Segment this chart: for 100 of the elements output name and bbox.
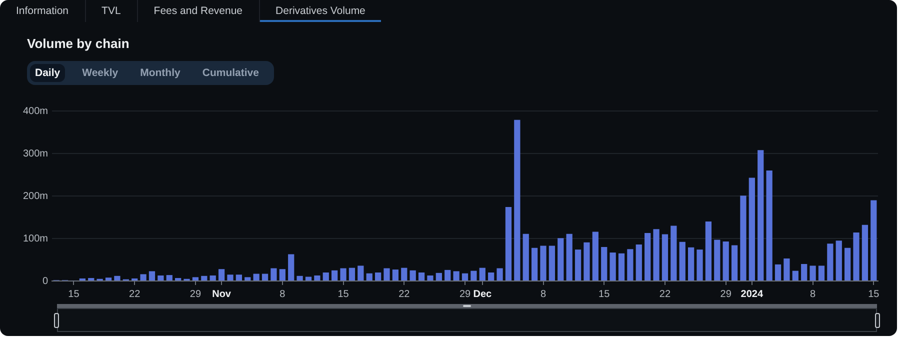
bar (758, 150, 764, 280)
x-tick-label: 22 (129, 288, 141, 300)
bar (488, 272, 494, 280)
bar (374, 272, 382, 280)
bar (114, 276, 120, 280)
bar (140, 274, 146, 280)
bar (358, 266, 364, 280)
bar (436, 272, 442, 280)
y-tick-label: 0 (42, 276, 48, 287)
bar (574, 250, 582, 280)
x-tick-label: 8 (280, 288, 286, 300)
bar (610, 252, 616, 280)
bar (462, 273, 468, 280)
bar (801, 264, 808, 280)
chart-title: Volume by chain (27, 36, 130, 51)
bar (340, 268, 346, 280)
bar (740, 196, 746, 280)
bar (566, 234, 572, 280)
x-tick-label: 29 (190, 288, 202, 300)
bar (792, 270, 798, 280)
bar (470, 270, 477, 280)
bar (784, 258, 790, 280)
bar (427, 275, 434, 280)
bar (662, 234, 668, 280)
bar (392, 270, 399, 280)
bar (853, 232, 860, 280)
bar (348, 268, 356, 280)
x-tick-label: 8 (810, 288, 816, 300)
bar (627, 249, 634, 280)
bar (774, 264, 782, 280)
x-tick-label: 15 (338, 288, 350, 300)
bar (444, 270, 451, 280)
bar (836, 240, 842, 280)
x-tick-label: 29 (720, 288, 732, 300)
bar (296, 276, 303, 280)
bar (244, 277, 251, 280)
bar (384, 268, 390, 280)
x-tick-label: 22 (659, 288, 671, 300)
bar (679, 242, 686, 280)
bar (548, 246, 556, 280)
bar (818, 266, 825, 280)
bar (592, 232, 598, 280)
bar (279, 269, 286, 280)
bar (670, 226, 677, 280)
bar (305, 276, 312, 280)
bar (270, 268, 277, 280)
bar (601, 247, 608, 280)
y-tick-label: 300m (22, 148, 48, 160)
bar (766, 170, 772, 280)
x-tick-label: 15 (598, 288, 610, 300)
x-tick-label: Dec (473, 288, 492, 300)
bar (218, 269, 225, 280)
bar (696, 250, 703, 280)
bar (505, 207, 512, 280)
bar (653, 229, 660, 280)
bar (322, 272, 329, 280)
bar (148, 271, 156, 280)
bar (496, 268, 503, 280)
bar (418, 272, 425, 280)
bar (827, 244, 834, 280)
bar (688, 247, 694, 280)
bar (453, 271, 460, 280)
bar (105, 278, 112, 280)
y-tick-label: 100m (22, 233, 48, 244)
bar (210, 275, 216, 280)
text: Fees and Revenue (138, 0, 260, 22)
x-tick-label: Nov (212, 288, 232, 300)
bar (705, 222, 712, 280)
bar (514, 120, 520, 280)
x-tick-label: 22 (398, 288, 410, 300)
bar (810, 266, 816, 280)
bar (192, 277, 199, 280)
y-tick-label: 200m (22, 190, 48, 202)
bar (558, 238, 564, 280)
bar (722, 241, 729, 280)
bar (262, 274, 268, 280)
x-tick-label: 15 (868, 288, 880, 300)
bar (401, 268, 408, 280)
text: Information (0, 0, 86, 22)
bar (862, 224, 868, 280)
bar (748, 178, 755, 280)
bar (236, 274, 242, 280)
bar (201, 276, 208, 280)
bar (540, 246, 546, 280)
bar (410, 270, 416, 280)
text: Cumulative (201, 66, 260, 81)
bar (366, 273, 372, 280)
text: Derivatives Volume (260, 0, 382, 22)
bar (158, 275, 164, 280)
bar (288, 254, 294, 280)
bar (314, 275, 320, 280)
text: Daily (30, 64, 66, 82)
text: Weekly (81, 66, 120, 81)
bar (531, 248, 538, 280)
bar (332, 270, 338, 280)
text: TVL (86, 0, 138, 22)
bar (584, 242, 590, 280)
bar (618, 253, 625, 280)
x-tick-label: 15 (68, 288, 80, 300)
x-tick-label: 8 (540, 288, 546, 300)
